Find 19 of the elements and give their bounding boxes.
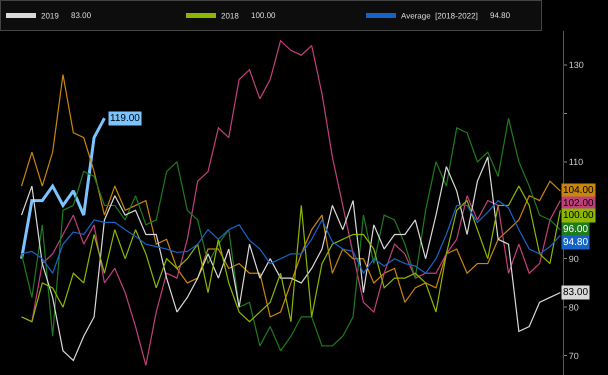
- line-series: [20, 116, 106, 260]
- legend-label: Average [2018-2022]: [401, 12, 478, 21]
- data-label: 96.00: [563, 224, 588, 235]
- data-label: 104.00: [563, 185, 594, 196]
- legend-label: 2019: [41, 12, 60, 21]
- y-tick-label: 130: [568, 60, 584, 70]
- data-label: 94.80: [563, 237, 588, 248]
- text: 94.80: [490, 11, 511, 20]
- data-label: 100.00: [563, 210, 594, 221]
- y-tick-label: 90: [568, 254, 579, 264]
- legend-label: 2018: [221, 12, 240, 21]
- data-label: 83.00: [563, 287, 588, 298]
- y-tick-label: 70: [568, 350, 579, 361]
- y-tick-label: 80: [568, 302, 579, 312]
- y-tick-label: 110: [568, 156, 584, 167]
- data-label: 102.00: [563, 198, 594, 209]
- text: 83.00: [71, 11, 92, 20]
- data-label: 119.00: [110, 113, 140, 124]
- text: 100.00: [251, 11, 276, 20]
